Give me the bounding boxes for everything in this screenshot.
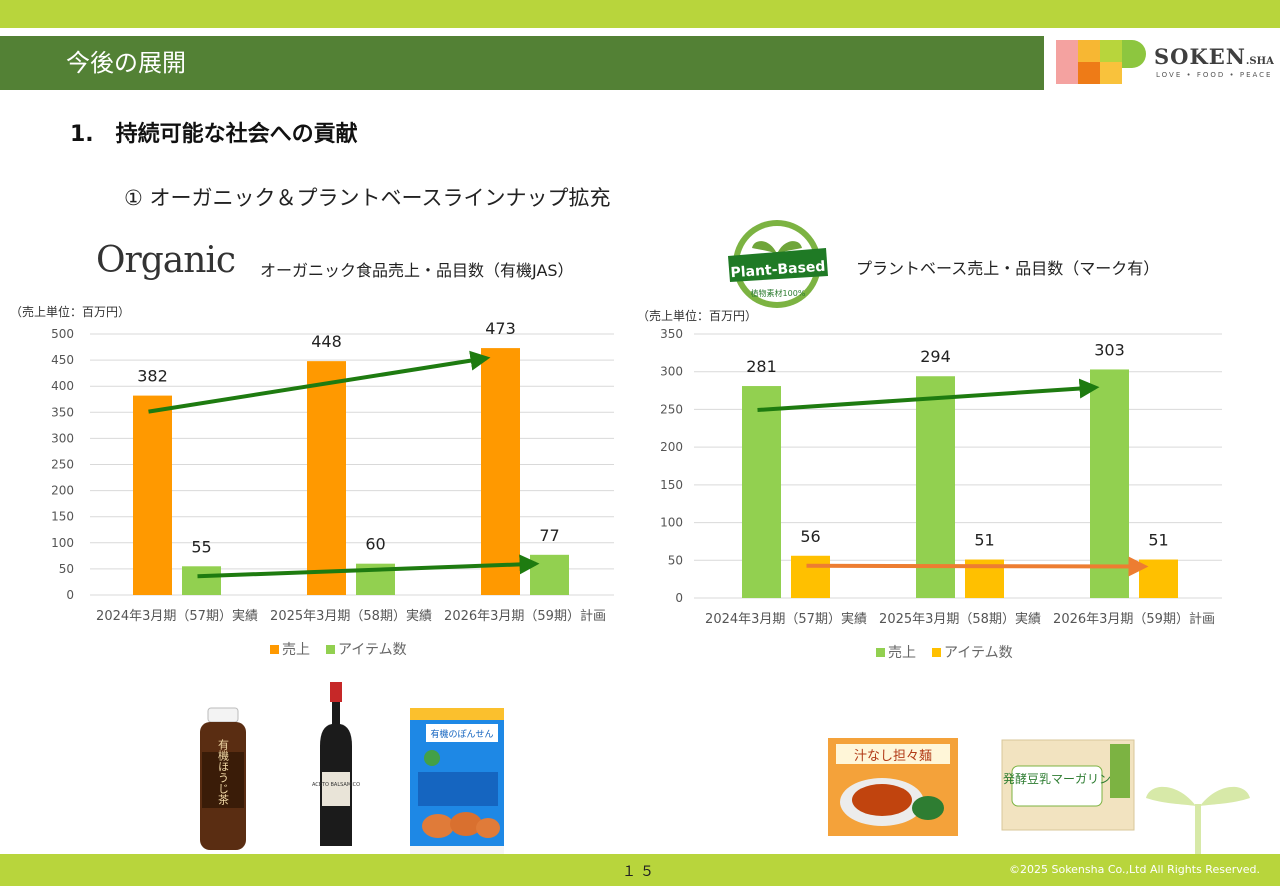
organic-logo: Organic [96, 240, 236, 281]
chart-0-category-label: 2025年3月期（58期）実績 [270, 608, 432, 624]
chart-1-data-label: 303 [1094, 340, 1125, 359]
chart-0-y-tick: 200 [51, 484, 74, 498]
chart-1-y-tick: 200 [660, 440, 683, 454]
chart-0-y-tick: 150 [51, 510, 74, 524]
chart-0-y-tick: 50 [59, 562, 74, 576]
chart-1-data-label: 51 [1148, 531, 1168, 550]
chart-1-legend-swatch [932, 648, 941, 657]
chart-1-trend-arrow [757, 378, 1100, 413]
product-margarine-box-icon: 発酵豆乳マーガリン [1001, 739, 1135, 831]
brand-logo: SOKEN.SHA LOVE • FOOD • PEACE [1056, 38, 1274, 86]
chart-0-legend-label: 売上 [282, 642, 310, 658]
chart-1-y-tick: 150 [660, 478, 683, 492]
svg-text:有機ほうじ茶: 有機ほうじ茶 [217, 738, 230, 805]
copyright: ©2025 Sokensha Co.,Ltd All Rights Reserv… [1008, 863, 1260, 876]
plant-based-chart-caption: プラントベース売上・品目数（マーク有） [856, 259, 1160, 278]
organic-chart-caption: オーガニック食品売上・品目数（有機JAS） [260, 261, 574, 280]
brand-tagline: LOVE • FOOD • PEACE [1156, 71, 1273, 79]
chart-1-unit-label: （売上単位：百万円） [637, 308, 757, 323]
product-noodle-pack-icon: 汁なし担々麺 [828, 738, 958, 836]
brand-logo-icon [1056, 40, 1146, 84]
chart-1-data-label: 294 [920, 347, 951, 366]
chart-0-y-tick: 250 [51, 458, 74, 472]
plant-based-badge-icon: Plant-Based 植物素材100% [728, 220, 828, 308]
chart-1-y-tick: 100 [660, 516, 683, 530]
chart-0-legend-swatch [326, 645, 335, 654]
chart-0-bar-sales [133, 395, 172, 595]
svg-text:汁なし担々麺: 汁なし担々麺 [854, 749, 932, 764]
product-tea-bottle-icon: 有機ほうじ茶 [200, 707, 246, 850]
chart-1-category-label: 2026年3月期（59期）計画 [1053, 611, 1215, 627]
chart-0-data-label: 60 [365, 535, 385, 554]
svg-text:ACETO BALSAMICO: ACETO BALSAMICO [312, 782, 360, 788]
chart-0-trend-arrow [197, 554, 540, 579]
chart-1-data-label: 281 [746, 357, 777, 376]
footer-band [0, 854, 1280, 886]
chart-1-y-tick: 300 [660, 365, 683, 379]
page-title: 今後の展開 [0, 36, 1044, 90]
section-heading: 1. 持続可能な社会への貢献 [70, 122, 358, 147]
svg-text:Plant-Based: Plant-Based [730, 259, 826, 282]
top-band [0, 0, 1280, 28]
brand-name: SOKEN.SHA [1154, 44, 1274, 69]
chart-0-y-tick: 450 [51, 353, 74, 367]
chart-0-data-label: 382 [137, 367, 168, 386]
chart-1-category-label: 2025年3月期（58期）実績 [879, 611, 1041, 627]
chart-0-bar-items [182, 566, 221, 595]
product-rice-cracker-bag-icon: 有機のぽんせん [410, 708, 504, 854]
chart-1-bar-sales [916, 376, 955, 598]
chart-1-data-label: 51 [974, 531, 994, 550]
svg-text:発酵豆乳マーガリン: 発酵豆乳マーガリン [1003, 772, 1111, 786]
svg-text:植物素材100%: 植物素材100% [751, 288, 806, 298]
chart-0-legend-swatch [270, 645, 279, 654]
chart-1-bar-items [791, 555, 830, 598]
chart-0-bar-sales [307, 361, 346, 595]
sprout-decoration-icon [1146, 786, 1250, 856]
chart-1-bar-sales [742, 386, 781, 598]
chart-0-legend-label: アイテム数 [338, 642, 407, 658]
chart-0-y-tick: 350 [51, 405, 74, 419]
chart-0-bar-items [530, 554, 569, 595]
chart-1-y-tick: 50 [668, 553, 683, 567]
chart-0-unit-label: （売上単位：百万円） [10, 304, 130, 319]
chart-1-bar-sales [1090, 369, 1129, 598]
chart-0-y-tick: 500 [51, 327, 74, 341]
chart-0-trend-arrow [148, 350, 491, 414]
chart-0-bar-sales [481, 348, 520, 595]
chart-1-legend-label: 売上 [888, 645, 916, 661]
chart-1-y-tick: 250 [660, 402, 683, 416]
section-subheading: ① オーガニック＆プラントベースラインナップ拡充 [124, 186, 611, 210]
products-left: 有機ほうじ茶 ACETO BALSAMICO 有機のぽんせん [200, 682, 504, 854]
chart-1-bar-items [1139, 559, 1178, 598]
chart-0-category-label: 2026年3月期（59期）計画 [444, 608, 606, 624]
product-vinegar-bottle-icon: ACETO BALSAMICO [312, 682, 360, 846]
chart-0-data-label: 77 [539, 526, 559, 545]
chart-1-data-label: 56 [800, 527, 820, 546]
chart-0-y-tick: 100 [51, 536, 74, 550]
svg-text:有機のぽんせん: 有機のぽんせん [430, 728, 493, 740]
chart-0-data-label: 473 [485, 319, 516, 338]
page-number: １５ [622, 864, 658, 880]
chart-1-category-label: 2024年3月期（57期）実績 [705, 611, 867, 627]
chart-0-category-label: 2024年3月期（57期）実績 [96, 608, 258, 624]
chart-0-y-tick: 0 [66, 588, 74, 602]
chart-1-legend-swatch [876, 648, 885, 657]
chart-1-legend-label: アイテム数 [944, 645, 1013, 661]
chart-0-y-tick: 300 [51, 431, 74, 445]
chart-0-y-tick: 400 [51, 379, 74, 393]
products-right: 汁なし担々麺 発酵豆乳マーガリン [828, 738, 1135, 836]
chart-1-y-tick: 350 [660, 327, 683, 341]
chart-0-data-label: 55 [191, 537, 211, 556]
chart-0-data-label: 448 [311, 332, 342, 351]
chart-1-y-tick: 0 [675, 591, 683, 605]
chart-1-trend-arrow [806, 556, 1149, 577]
